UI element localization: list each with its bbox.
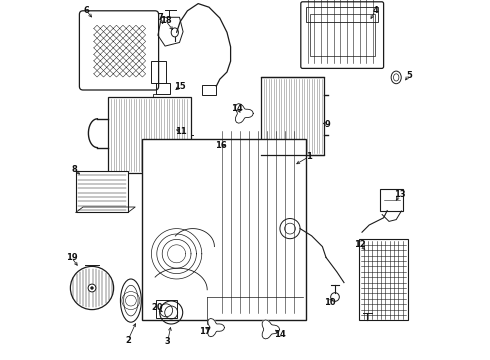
Text: 9: 9 (324, 120, 330, 129)
Bar (76, 171, 128, 212)
Bar (108, 97, 191, 173)
Text: 7: 7 (157, 13, 163, 22)
FancyBboxPatch shape (301, 2, 384, 68)
Bar (310, 14, 374, 56)
Text: 1: 1 (306, 152, 312, 161)
Text: 10: 10 (324, 298, 336, 307)
Bar (261, 77, 324, 155)
Text: 12: 12 (354, 240, 366, 249)
Polygon shape (235, 104, 253, 123)
Text: 5: 5 (406, 71, 412, 80)
Text: 18: 18 (160, 16, 172, 25)
Polygon shape (262, 320, 280, 339)
Text: 13: 13 (394, 190, 406, 199)
Text: 20: 20 (151, 303, 163, 312)
FancyBboxPatch shape (79, 11, 159, 90)
Bar (143, 139, 306, 320)
Polygon shape (208, 319, 224, 337)
Circle shape (88, 284, 96, 292)
Text: 4: 4 (372, 6, 378, 15)
Text: 11: 11 (175, 127, 187, 136)
Text: 19: 19 (66, 253, 77, 262)
Bar (202, 85, 216, 95)
Text: 3: 3 (165, 338, 171, 346)
Text: 16: 16 (215, 141, 226, 150)
Text: 14: 14 (274, 330, 286, 339)
Text: 14: 14 (231, 104, 243, 112)
Text: 2: 2 (125, 336, 131, 345)
Bar (306, 7, 378, 22)
Bar (380, 189, 403, 211)
Text: 6: 6 (84, 6, 90, 15)
Bar (156, 300, 176, 318)
Circle shape (91, 287, 93, 289)
Bar (360, 239, 408, 320)
Text: 17: 17 (199, 327, 211, 336)
Text: 8: 8 (71, 165, 77, 174)
Bar (156, 83, 171, 94)
Text: 15: 15 (174, 82, 186, 91)
